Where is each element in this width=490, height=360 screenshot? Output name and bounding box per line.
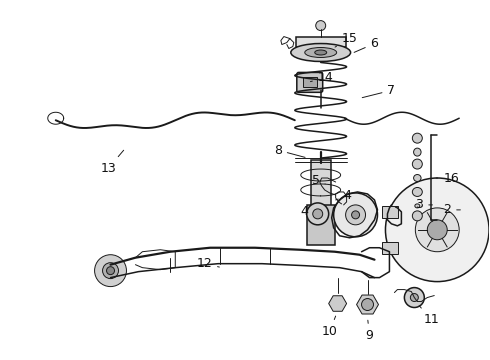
Bar	[296, 37, 345, 46]
Ellipse shape	[414, 175, 421, 181]
Bar	[383, 206, 398, 218]
FancyBboxPatch shape	[297, 72, 323, 92]
Circle shape	[362, 298, 373, 310]
Text: 11: 11	[419, 306, 439, 326]
Ellipse shape	[413, 133, 422, 143]
Text: 16: 16	[436, 171, 459, 185]
Bar	[303, 77, 317, 87]
Ellipse shape	[291, 44, 350, 62]
Text: 6: 6	[354, 37, 378, 53]
Circle shape	[307, 203, 329, 225]
Text: 4: 4	[336, 189, 351, 202]
Text: 1: 1	[0, 359, 1, 360]
Text: 14: 14	[311, 71, 334, 84]
Ellipse shape	[413, 211, 422, 221]
Text: 9: 9	[366, 320, 373, 342]
Circle shape	[404, 288, 424, 307]
Text: 4: 4	[301, 205, 309, 219]
Text: 12: 12	[196, 257, 220, 270]
Circle shape	[386, 178, 489, 282]
Circle shape	[427, 220, 447, 240]
Text: 3: 3	[416, 198, 433, 211]
Text: 5: 5	[312, 174, 325, 186]
Ellipse shape	[305, 48, 337, 58]
Text: 8: 8	[274, 144, 305, 157]
Circle shape	[352, 211, 360, 219]
Circle shape	[316, 21, 326, 31]
Circle shape	[345, 205, 366, 225]
Text: 15: 15	[335, 32, 358, 47]
Ellipse shape	[413, 188, 422, 197]
Ellipse shape	[413, 159, 422, 169]
Bar	[383, 242, 398, 254]
Bar	[311, 160, 331, 208]
Text: 2: 2	[443, 203, 461, 216]
Ellipse shape	[415, 204, 420, 208]
Circle shape	[95, 255, 126, 287]
Text: 13: 13	[100, 150, 123, 175]
Circle shape	[416, 208, 459, 252]
Circle shape	[410, 293, 418, 302]
Circle shape	[102, 263, 119, 279]
Circle shape	[334, 193, 377, 237]
Circle shape	[106, 267, 115, 275]
Bar	[307, 205, 335, 245]
Text: 10: 10	[322, 316, 338, 338]
Ellipse shape	[315, 50, 327, 55]
Text: 7: 7	[362, 84, 395, 98]
Circle shape	[313, 209, 323, 219]
Ellipse shape	[414, 148, 421, 156]
